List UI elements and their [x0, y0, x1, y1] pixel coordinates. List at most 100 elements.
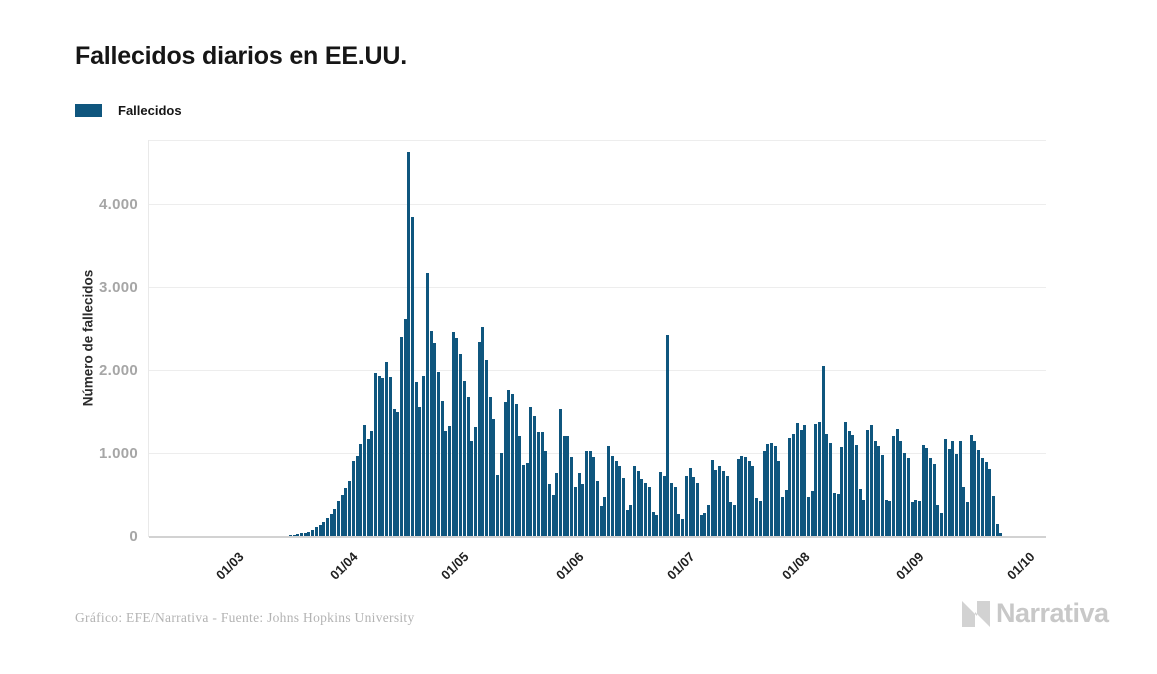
bar[interactable]: [892, 435, 895, 537]
bar[interactable]: [573, 486, 577, 537]
bar[interactable]: [725, 476, 729, 537]
bar[interactable]: [936, 504, 940, 537]
bar[interactable]: [403, 319, 407, 537]
bar[interactable]: [433, 343, 437, 537]
bar[interactable]: [525, 463, 529, 537]
bar[interactable]: [481, 326, 485, 537]
bar[interactable]: [677, 513, 681, 537]
bar[interactable]: [747, 460, 751, 537]
bar[interactable]: [855, 444, 858, 537]
bar[interactable]: [877, 446, 881, 537]
bar[interactable]: [762, 450, 766, 537]
bar[interactable]: [448, 425, 451, 537]
bar[interactable]: [407, 152, 411, 537]
bar[interactable]: [795, 423, 799, 537]
bar[interactable]: [296, 534, 300, 537]
bar[interactable]: [399, 336, 403, 537]
bar[interactable]: [662, 475, 666, 537]
bar[interactable]: [436, 371, 440, 537]
bar[interactable]: [806, 497, 810, 537]
bar[interactable]: [451, 331, 455, 537]
bar[interactable]: [462, 380, 466, 537]
bar[interactable]: [570, 457, 574, 537]
bar[interactable]: [784, 490, 788, 537]
bar[interactable]: [843, 422, 847, 537]
bar[interactable]: [825, 433, 829, 537]
bar[interactable]: [884, 500, 888, 537]
bar[interactable]: [318, 524, 322, 537]
bar[interactable]: [466, 396, 470, 537]
bar[interactable]: [396, 411, 400, 537]
bar[interactable]: [544, 450, 548, 537]
bar[interactable]: [766, 443, 770, 537]
bar[interactable]: [721, 470, 725, 537]
bar[interactable]: [647, 487, 651, 537]
bar[interactable]: [636, 470, 640, 537]
bar[interactable]: [914, 499, 918, 537]
bar[interactable]: [895, 428, 899, 537]
bar[interactable]: [562, 435, 566, 537]
bar[interactable]: [681, 518, 685, 537]
bar[interactable]: [503, 401, 507, 537]
bar[interactable]: [991, 496, 995, 537]
bar[interactable]: [829, 443, 833, 537]
bar[interactable]: [411, 217, 414, 537]
bar[interactable]: [314, 527, 318, 537]
bar[interactable]: [921, 444, 925, 537]
legend[interactable]: Fallecidos: [75, 103, 182, 118]
bar[interactable]: [799, 429, 803, 537]
bar[interactable]: [792, 433, 796, 537]
bar[interactable]: [307, 531, 311, 537]
bar[interactable]: [621, 478, 625, 537]
bar[interactable]: [803, 424, 807, 537]
bar[interactable]: [695, 482, 699, 537]
bar[interactable]: [932, 463, 936, 537]
bar[interactable]: [599, 506, 603, 537]
bar[interactable]: [929, 458, 932, 537]
bar[interactable]: [781, 497, 784, 537]
bar[interactable]: [692, 477, 696, 537]
bar[interactable]: [751, 466, 755, 537]
bar[interactable]: [488, 396, 492, 537]
bar[interactable]: [507, 389, 511, 537]
bar[interactable]: [473, 427, 477, 537]
bar[interactable]: [906, 458, 910, 537]
bar[interactable]: [888, 501, 892, 537]
bar[interactable]: [984, 462, 988, 537]
bar[interactable]: [858, 488, 862, 537]
bar[interactable]: [810, 491, 814, 537]
bar[interactable]: [322, 522, 326, 537]
bar[interactable]: [355, 456, 359, 537]
bar[interactable]: [707, 504, 710, 537]
bar[interactable]: [540, 432, 544, 537]
bar[interactable]: [910, 502, 914, 537]
bar[interactable]: [758, 501, 762, 537]
bar[interactable]: [418, 407, 422, 537]
bar[interactable]: [917, 501, 921, 537]
bar[interactable]: [962, 487, 966, 537]
bar[interactable]: [777, 461, 781, 537]
bar[interactable]: [903, 453, 907, 537]
bar[interactable]: [610, 455, 614, 537]
bar[interactable]: [684, 475, 688, 537]
bar[interactable]: [377, 375, 381, 537]
bar[interactable]: [966, 502, 969, 537]
bar[interactable]: [392, 409, 396, 537]
bar[interactable]: [385, 361, 389, 537]
bar[interactable]: [366, 438, 370, 537]
bar[interactable]: [755, 497, 759, 537]
bar[interactable]: [359, 443, 363, 537]
bar[interactable]: [522, 464, 525, 537]
bar[interactable]: [814, 423, 818, 537]
bar[interactable]: [388, 377, 392, 537]
bar[interactable]: [581, 483, 585, 537]
bar[interactable]: [651, 512, 655, 537]
bar[interactable]: [703, 512, 707, 537]
bar[interactable]: [821, 365, 825, 537]
bar[interactable]: [311, 529, 315, 537]
chart-plot-area[interactable]: [148, 140, 1046, 538]
bar[interactable]: [325, 517, 329, 537]
bar[interactable]: [773, 445, 777, 537]
bar[interactable]: [740, 455, 744, 537]
bar[interactable]: [303, 532, 307, 537]
